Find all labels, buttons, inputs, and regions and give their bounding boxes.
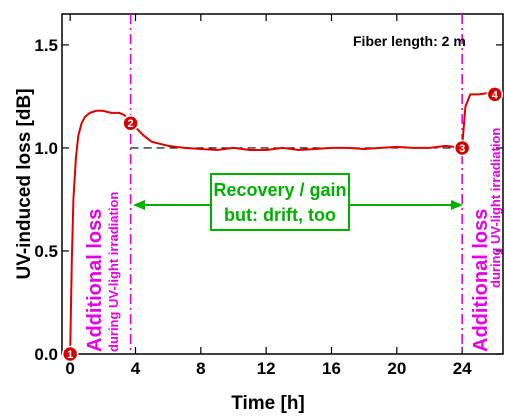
x-tick-label: 0 xyxy=(65,359,74,378)
marker-4: 4 xyxy=(486,86,504,103)
right-irradiation-label: during UV-light irradiation xyxy=(488,128,503,288)
x-axis-title: Time [h] xyxy=(231,393,305,414)
y-tick-label: 1.0 xyxy=(34,139,58,158)
x-tick-label: 24 xyxy=(453,359,472,378)
recovery-label-line1: Recovery / gain xyxy=(213,180,346,200)
left-irradiation-label: during UV-light irradiation xyxy=(106,192,121,352)
y-axis-title: UV-induced loss [dB] xyxy=(14,88,35,279)
marker-3: 3 xyxy=(453,139,471,157)
fiber-length-annotation: Fiber length: 2 m xyxy=(353,33,466,49)
y-tick-label: 0.5 xyxy=(34,242,58,261)
x-tick-label: 16 xyxy=(322,359,341,378)
numbered-markers: 1 2 3 4 xyxy=(61,86,504,363)
x-tick-label: 12 xyxy=(257,359,276,378)
x-tick-label: 4 xyxy=(131,359,141,378)
marker-label: 3 xyxy=(459,143,465,155)
recovery-box xyxy=(210,173,350,231)
series-line-uv-loss xyxy=(69,92,495,350)
x-tick-label: 20 xyxy=(387,359,406,378)
marker-label: 4 xyxy=(492,89,499,101)
y-tick-label: 1.5 xyxy=(34,36,58,55)
recovery-label-line2: but: drift, too xyxy=(224,205,336,225)
marker-1: 1 xyxy=(61,345,79,363)
marker-circle xyxy=(453,139,471,157)
marker-circle xyxy=(122,114,139,132)
plot-area-frame xyxy=(61,13,504,355)
marker-label: 2 xyxy=(128,118,134,130)
x-tick-label: 8 xyxy=(196,359,205,378)
marker-2: 2 xyxy=(122,114,139,132)
right-additional-loss-label: Additional loss xyxy=(470,209,492,352)
marker-circle xyxy=(486,86,504,103)
marker-label: 1 xyxy=(67,349,73,361)
y-tick-label: 0.0 xyxy=(34,345,58,364)
axis-ticks: 0 4 8 12 16 20 240.00.51.01.5 xyxy=(34,14,503,378)
marker-circle xyxy=(61,345,79,363)
left-additional-loss-label: Additional loss xyxy=(84,209,106,352)
vertical-phase-lines xyxy=(129,14,463,354)
